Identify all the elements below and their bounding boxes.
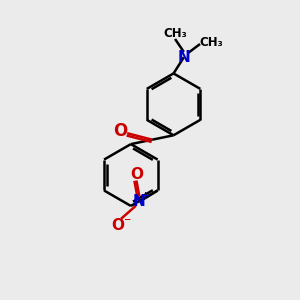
Text: O: O [112, 218, 125, 233]
Text: O: O [114, 122, 128, 140]
Text: O: O [130, 167, 143, 182]
Text: N: N [133, 194, 146, 209]
Text: N: N [178, 50, 190, 65]
Text: ⁻: ⁻ [123, 215, 130, 229]
Text: CH₃: CH₃ [163, 27, 187, 40]
Text: CH₃: CH₃ [200, 36, 223, 49]
Text: +: + [141, 191, 151, 201]
